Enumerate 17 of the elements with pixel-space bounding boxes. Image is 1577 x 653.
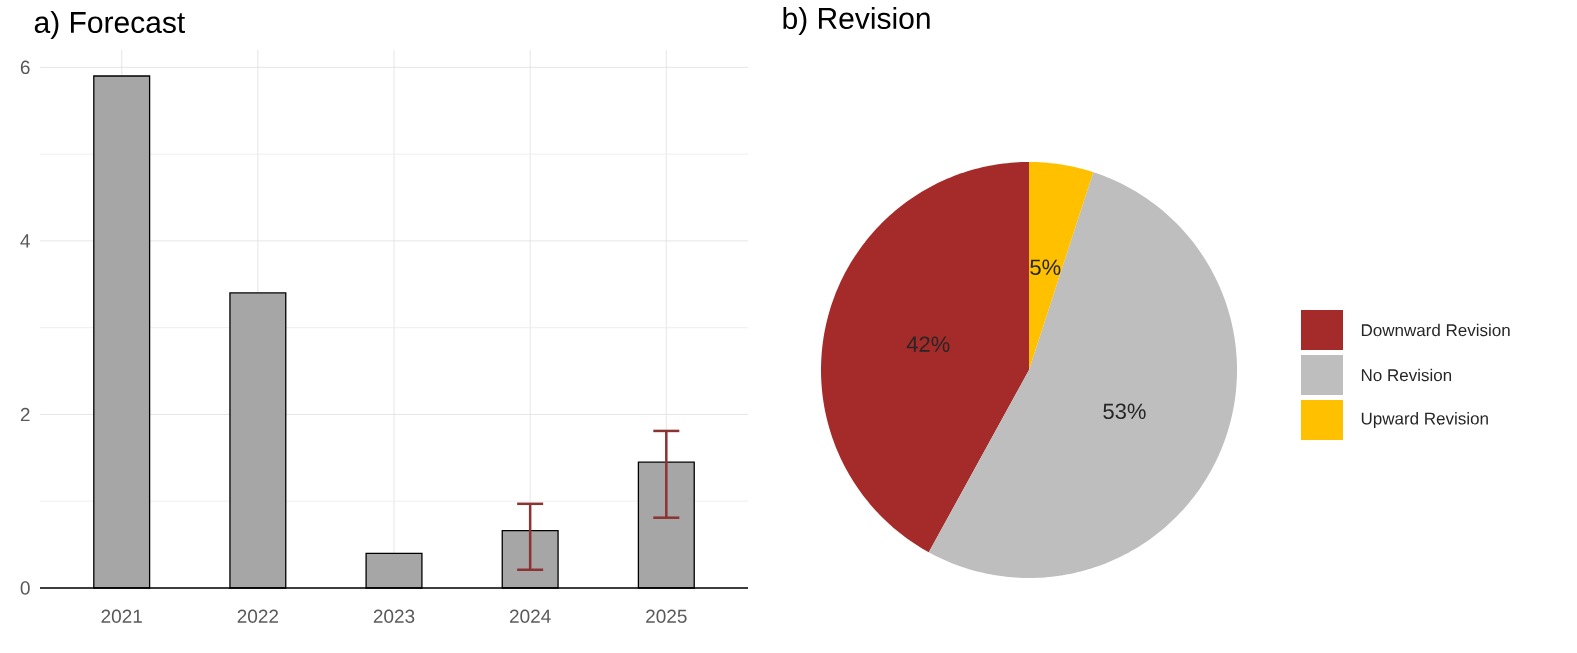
y-tick-label: 6 bbox=[20, 60, 30, 75]
legend-label: Upward Revision bbox=[1361, 412, 1488, 428]
x-tick-label: 2024 bbox=[509, 609, 551, 623]
legend-label: Downward Revision bbox=[1361, 323, 1510, 337]
data-label: 42% bbox=[906, 336, 950, 352]
y-tick-label: 4 bbox=[20, 234, 30, 248]
data-label: 53% bbox=[1103, 403, 1146, 420]
chart-title: a) Forecast bbox=[34, 11, 185, 39]
x-tick-label: 2022 bbox=[237, 609, 279, 623]
y-tick-label: 2 bbox=[20, 407, 30, 422]
y-tick-label: 0 bbox=[20, 581, 30, 595]
legend-label: No Revision bbox=[1361, 368, 1452, 382]
data-label: 5% bbox=[1030, 259, 1061, 276]
x-tick-label: 2021 bbox=[101, 609, 142, 623]
chart-title: b) Revision bbox=[783, 7, 930, 35]
x-tick-label: 2025 bbox=[646, 609, 687, 623]
x-tick-label: 2023 bbox=[373, 609, 415, 623]
